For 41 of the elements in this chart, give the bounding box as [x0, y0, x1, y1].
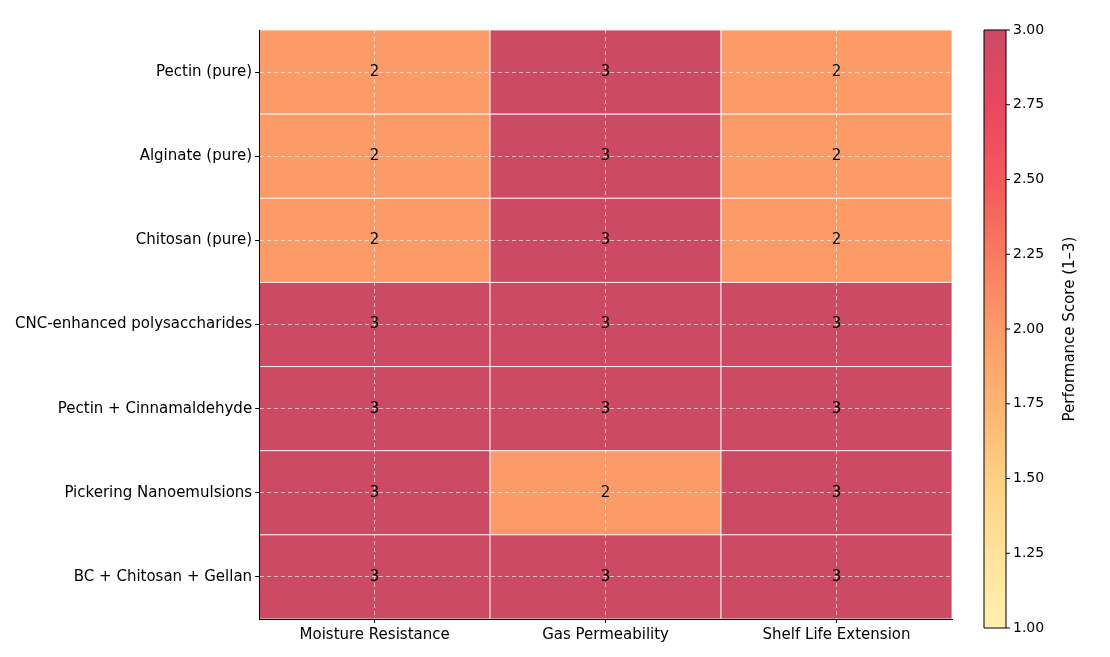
color-bar-label: 2.75 — [1013, 95, 1045, 112]
data-label: 3 — [369, 482, 380, 501]
data-label: 2 — [600, 482, 611, 501]
x-tick-label: Gas Permeability — [542, 624, 670, 643]
data-label: 3 — [831, 398, 842, 417]
data-label: 2 — [369, 146, 380, 165]
data-label: 3 — [600, 398, 611, 417]
y-tick-label: Alginate (pure) — [139, 146, 253, 165]
y-tick-label: Pickering Nanoemulsions — [64, 482, 253, 501]
data-label: 3 — [600, 146, 611, 165]
y-tick-label: BC + Chitosan + Gellan — [73, 566, 253, 585]
color-bar-title: Performance Score (1–3) — [1059, 236, 1078, 422]
data-label: 3 — [369, 314, 380, 333]
data-label: 2 — [831, 230, 842, 249]
data-label: 3 — [831, 314, 842, 333]
color-bar-label: 3.00 — [1013, 20, 1045, 37]
color-bar-label: 1.25 — [1013, 543, 1045, 560]
color-bar-label: 1.75 — [1013, 394, 1045, 411]
data-label: 2 — [831, 146, 842, 165]
y-tick-label: Pectin + Cinnamaldehyde — [57, 398, 253, 417]
data-label: 2 — [369, 61, 380, 80]
data-label: 3 — [831, 482, 842, 501]
color-bar-label: 1.00 — [1013, 618, 1045, 635]
data-label: 3 — [600, 566, 611, 585]
data-label: 2 — [369, 230, 380, 249]
color-bar-label: 2.50 — [1013, 170, 1045, 187]
data-label: 2 — [831, 61, 842, 80]
y-tick-label: CNC-enhanced polysaccharides — [14, 314, 253, 333]
y-tick-label: Chitosan (pure) — [135, 230, 253, 249]
data-label: 3 — [600, 314, 611, 333]
data-label: 3 — [831, 566, 842, 585]
color-bar-label: 1.50 — [1013, 469, 1045, 486]
color-bar-label: 2.00 — [1013, 319, 1045, 336]
x-tick-label: Moisture Resistance — [299, 624, 450, 643]
color-bar-label: 2.25 — [1013, 244, 1045, 261]
data-label: 3 — [369, 566, 380, 585]
x-tick-label: Shelf Life Extension — [762, 624, 911, 643]
data-label: 3 — [600, 61, 611, 80]
y-tick-label: Pectin (pure) — [156, 61, 253, 80]
data-label: 3 — [369, 398, 380, 417]
data-label: 3 — [600, 230, 611, 249]
